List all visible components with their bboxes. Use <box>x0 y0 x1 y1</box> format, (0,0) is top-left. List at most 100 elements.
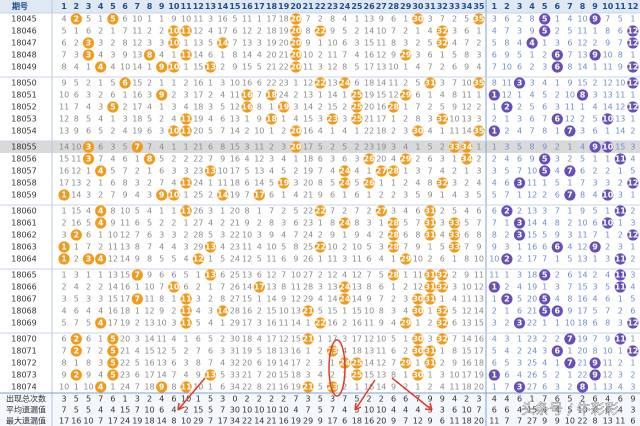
miss-value: 6 <box>367 255 372 264</box>
miss-value: 12 <box>615 103 625 112</box>
miss-value: 12 <box>364 335 374 344</box>
drawn-number: 10 <box>602 219 614 228</box>
drawn-number: 27 <box>376 167 387 176</box>
miss-value: 4 <box>159 243 164 252</box>
back-header: 6 <box>555 2 561 11</box>
miss-value: 1 <box>330 359 335 368</box>
front-header: 4 <box>98 2 104 11</box>
stat-value: 10 <box>242 406 252 415</box>
miss-value: 3 <box>257 231 262 240</box>
miss-value: 3 <box>555 103 560 112</box>
miss-value: 26 <box>193 207 203 216</box>
drawn-ball <box>551 241 563 253</box>
miss-value: 17 <box>108 319 118 328</box>
miss-value: 16 <box>279 383 289 392</box>
miss-value: 13 <box>132 51 142 60</box>
miss-value: 9 <box>293 255 298 264</box>
miss-value: 5 <box>208 335 213 344</box>
miss-value: 14 <box>474 307 484 316</box>
drawn-ball <box>513 317 526 329</box>
drawn-number: 5 <box>542 271 548 280</box>
miss-value: 14 <box>462 127 472 136</box>
drawn-number: 31 <box>425 219 437 228</box>
miss-value: 3 <box>428 335 433 344</box>
miss-value: 1 <box>74 359 79 368</box>
miss-value: 6 <box>464 231 469 240</box>
miss-value: 11 <box>303 63 313 72</box>
miss-value: 1 <box>123 91 128 100</box>
miss-value: 12 <box>279 335 289 344</box>
miss-value: 7 <box>269 207 274 216</box>
miss-value: 6 <box>492 359 497 368</box>
miss-value: 1 <box>354 15 359 24</box>
stat-value: 17 <box>218 417 228 426</box>
stat-value: 17 <box>108 417 118 426</box>
miss-value: 1 <box>379 179 384 188</box>
highlight-row <box>0 141 640 153</box>
miss-value: 1 <box>184 39 189 48</box>
miss-value: 2 <box>159 219 164 228</box>
annotation-arrowhead <box>177 402 185 411</box>
miss-value: 24 <box>120 383 130 392</box>
stat-value: 0 <box>232 395 237 404</box>
drawn-ball <box>168 25 180 37</box>
drawn-number: 3 <box>86 155 92 164</box>
drawn-ball <box>204 269 217 281</box>
miss-value: 6 <box>504 179 509 188</box>
miss-value: 17 <box>266 15 276 24</box>
drawn-ball <box>614 205 626 217</box>
miss-value: 2 <box>135 167 140 176</box>
miss-value: 1 <box>74 243 79 252</box>
issue-number: 18051 <box>11 91 36 100</box>
miss-value: 3 <box>403 127 408 136</box>
miss-value: 1 <box>342 231 347 240</box>
miss-value: 7 <box>110 191 115 200</box>
miss-value: 1 <box>74 383 79 392</box>
miss-value: 1 <box>184 335 189 344</box>
stat-value: 4 <box>342 406 347 415</box>
issue-number: 18048 <box>11 51 36 60</box>
miss-value: 3 <box>98 359 103 368</box>
miss-value: 4 <box>159 51 164 60</box>
drawn-ball <box>290 37 302 49</box>
drawn-number: 6 <box>555 347 561 356</box>
drawn-number: 9 <box>592 359 598 368</box>
miss-value: 10 <box>413 255 423 264</box>
miss-value: 3 <box>593 179 598 188</box>
miss-value: 2 <box>403 79 408 88</box>
front-header: 11 <box>181 2 193 11</box>
miss-value: 1 <box>354 383 359 392</box>
miss-value: 20 <box>577 347 587 356</box>
drawn-number: 5 <box>542 295 548 304</box>
miss-value: 8 <box>618 51 623 60</box>
drawn-ball <box>58 189 70 201</box>
miss-value: 1 <box>440 347 445 356</box>
drawn-ball <box>339 281 351 293</box>
miss-value: 7 <box>281 271 286 280</box>
miss-value: 6 <box>123 15 128 24</box>
drawn-number: 6 <box>555 243 561 252</box>
miss-value: 13 <box>303 91 313 100</box>
miss-value: 29 <box>303 295 313 304</box>
drawn-ball <box>400 357 412 369</box>
miss-value: 7 <box>147 243 152 252</box>
miss-value: 4 <box>208 27 213 36</box>
miss-value: 18 <box>352 347 362 356</box>
miss-value: 17 <box>303 143 313 152</box>
drawn-ball <box>278 101 290 113</box>
miss-value: 1 <box>517 91 522 100</box>
miss-value: 1 <box>74 27 79 36</box>
miss-value: 1 <box>403 271 408 280</box>
drawn-number: 20 <box>290 63 302 72</box>
miss-value: 3 <box>452 179 457 188</box>
drawn-ball <box>627 25 639 37</box>
miss-value: 5 <box>618 15 623 24</box>
drawn-number: 18 <box>266 115 278 124</box>
miss-value: 6 <box>415 207 420 216</box>
drawn-ball <box>95 253 107 265</box>
miss-value: 4 <box>98 307 103 316</box>
drawn-number: 20 <box>290 127 302 136</box>
stat-value: 9 <box>428 417 433 426</box>
miss-value: 1 <box>517 335 522 344</box>
miss-value: 15 <box>577 79 587 88</box>
